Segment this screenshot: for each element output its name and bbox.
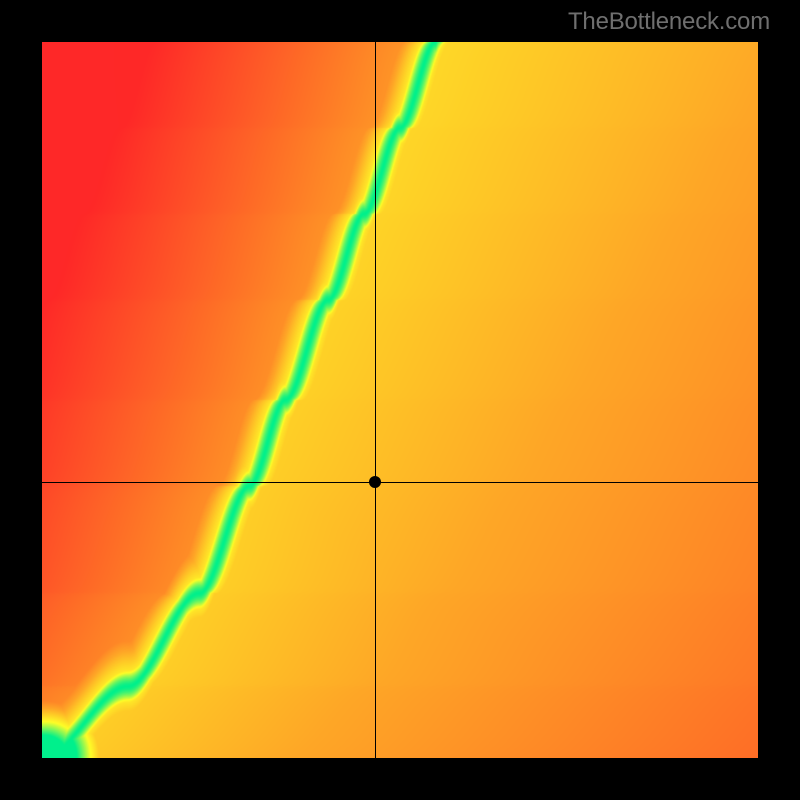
watermark-text: TheBottleneck.com [568,8,770,36]
heatmap-canvas [42,42,758,758]
crosshair-horizontal [42,482,758,483]
figure-container: TheBottleneck.com [0,0,800,800]
crosshair-vertical [375,42,376,758]
crosshair-marker [369,476,381,488]
heatmap-plot [42,42,758,758]
